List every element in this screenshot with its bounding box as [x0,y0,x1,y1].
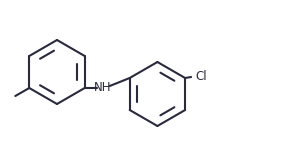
Text: NH: NH [94,81,111,93]
Text: Cl: Cl [195,70,207,82]
